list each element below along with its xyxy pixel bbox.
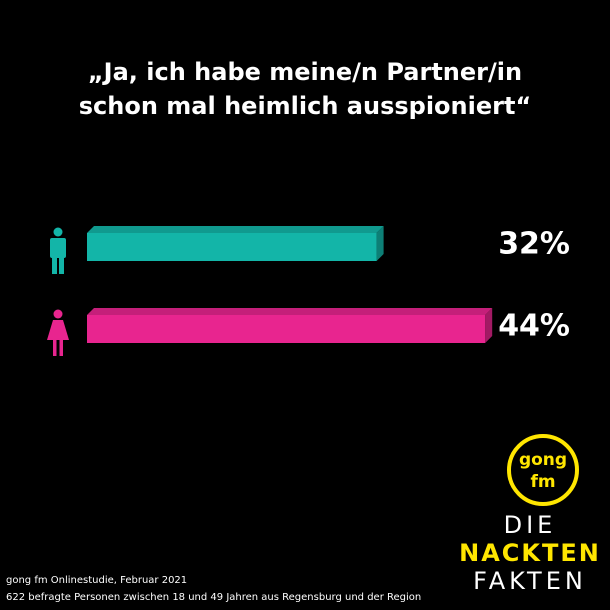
bar-top xyxy=(87,226,384,233)
logo-text: FAKTEN xyxy=(473,567,587,595)
source: gong fm Onlinestudie, Februar 2021 xyxy=(6,575,187,586)
title-line: „Ja, ich habe meine/n Partner/in xyxy=(88,58,522,86)
icon xyxy=(53,309,63,319)
bar-side xyxy=(376,226,384,261)
source: 622 befragte Personen zwischen 18 und 49… xyxy=(6,592,421,603)
icon xyxy=(59,339,63,356)
logo-text: NACKTEN xyxy=(459,539,601,567)
icon xyxy=(50,238,66,258)
bar xyxy=(87,233,377,261)
bar-top xyxy=(87,308,493,315)
logo-text: gong xyxy=(519,450,567,470)
bar-side xyxy=(485,308,493,343)
icon xyxy=(53,227,63,237)
icon xyxy=(47,320,69,340)
value-label: 44% xyxy=(498,309,570,344)
logo-circle xyxy=(507,434,579,506)
icon xyxy=(52,257,57,274)
logo-text: fm xyxy=(530,472,555,492)
logo-text: DIE xyxy=(504,511,557,539)
value-label: 32% xyxy=(498,227,570,262)
title-line: schon mal heimlich ausspioniert“ xyxy=(79,92,531,120)
icon xyxy=(59,257,64,274)
icon xyxy=(53,339,57,356)
bar xyxy=(87,315,486,343)
